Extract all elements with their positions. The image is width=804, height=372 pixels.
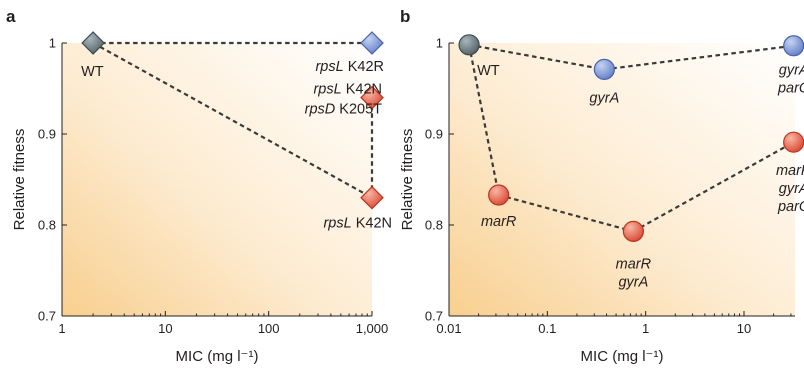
panel-letter: a [6, 7, 16, 26]
x-tick-label: 1 [642, 321, 649, 336]
label-marr-gyra: marR [616, 256, 652, 272]
y-tick-label: 0.9 [38, 127, 56, 142]
point-k42r [360, 31, 384, 55]
y-tick-label: 0.8 [425, 218, 443, 233]
point-k42n-k205t [360, 85, 384, 110]
y-tick-label: 0.9 [425, 127, 443, 142]
panel-letter: b [400, 7, 410, 26]
x-tick-label: 1 [58, 321, 65, 336]
label-marr: marR [481, 214, 517, 230]
x-axis-title: MIC (mg l⁻¹) [176, 348, 259, 365]
point-marr-gyra [622, 220, 644, 242]
point-gyra-parc [783, 35, 804, 57]
label-gyra-parc: gyrA [779, 63, 804, 79]
point-marr-gyra-parc [783, 131, 804, 153]
label-k42n-k205t: rpsD K205T [305, 102, 383, 118]
label-wt: WT [81, 64, 104, 80]
label-wt: WT [477, 63, 500, 79]
label-marr-gyra-parc: marR [776, 163, 804, 179]
y-tick-label: 0.8 [38, 218, 56, 233]
label-marr-gyra: gyrA [618, 274, 648, 290]
label-marr-gyra-parc: gyrA [779, 181, 804, 197]
y-tick-label: 0.7 [38, 309, 56, 324]
y-axis-title: Relative fitness [399, 129, 416, 231]
label-k42r: rpsL K42R [315, 59, 384, 75]
label-gyra: gyrA [589, 90, 619, 106]
y-tick-label: 1 [49, 36, 56, 51]
edge-marr-gyra-marr-gyra-parc [632, 141, 795, 233]
edge-marr-marr-gyra [498, 193, 634, 233]
point-wt [81, 31, 105, 55]
edge-wt-k42n [92, 42, 373, 199]
plot-background [62, 43, 372, 316]
edge-wt-marr [467, 44, 500, 196]
point-wt [458, 34, 480, 56]
label-k42n-k205t: rpsL K42N [313, 82, 382, 98]
x-tick-label: 10 [737, 321, 751, 336]
x-tick-label: 0.1 [538, 321, 556, 336]
point-marr [488, 184, 510, 206]
x-tick-label: 10 [158, 321, 172, 336]
y-tick-label: 1 [436, 36, 443, 51]
point-gyra [593, 58, 615, 80]
y-axis-title: Relative fitness [11, 129, 28, 231]
panel-a: a 0.7 0.8 0.9 1 1 10 100 1,000 MIC (mg l⁻¹) Relati… [6, 7, 392, 365]
label-gyra-parc: parC [777, 81, 804, 97]
label-marr-gyra-parc: parC [777, 199, 804, 215]
plot-background [449, 43, 795, 316]
y-tick-label: 0.7 [425, 309, 443, 324]
x-tick-label: 1,000 [356, 321, 389, 336]
x-tick-label: 0.01 [436, 321, 461, 336]
panel-b: b 0.7 0.8 0.9 1 0.01 0.1 1 10 MIC (mg l⁻¹) Relativ… [399, 7, 804, 365]
label-k42n: rpsL K42N [323, 216, 392, 232]
x-axis-title: MIC (mg l⁻¹) [581, 348, 664, 365]
edge-wt-gyra [468, 43, 605, 71]
point-k42n [360, 185, 384, 210]
x-tick-label: 100 [258, 321, 280, 336]
